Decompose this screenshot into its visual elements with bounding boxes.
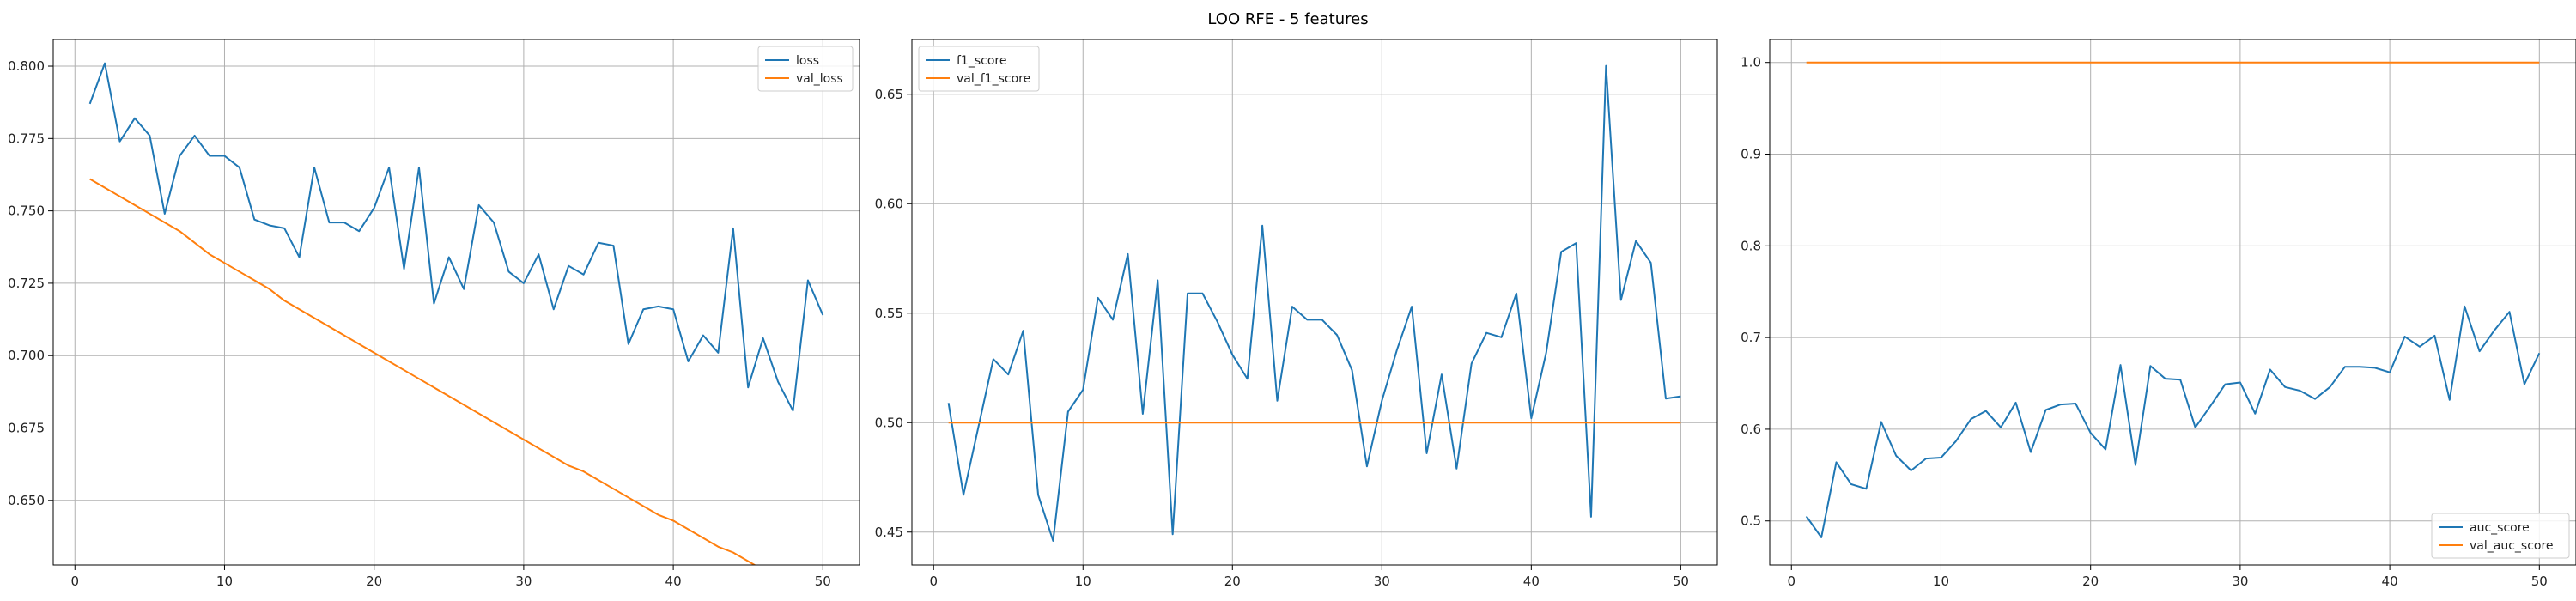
y-tick-label: 0.775 <box>8 131 45 146</box>
subplot-1: 0 10 20 30 40 50 0.650 0.675 0.700 0.725 0.750 0.77… <box>8 39 860 589</box>
x-tick-label: 20 <box>2082 574 2099 589</box>
series-line-loss <box>88 62 824 412</box>
y-tick-label: 0.7 <box>1741 330 1761 345</box>
x-tick-label: 30 <box>515 574 532 589</box>
x-tick-label: 40 <box>665 574 682 589</box>
legend: f1_score val_f1_score <box>918 46 1040 92</box>
y-tick-label: 0.65 <box>875 87 903 102</box>
x-tick-label: 0 <box>70 574 79 589</box>
x-tick-label: 30 <box>2232 574 2248 589</box>
subplots: 0 10 20 30 40 500.6500.6750.7000.7250.7500.77… <box>8 39 2576 589</box>
y-tick-label: 0.800 <box>8 58 45 74</box>
grid <box>53 39 860 565</box>
y-tick-label: 0.700 <box>8 348 45 363</box>
x-tick-label: 30 <box>1374 574 1390 589</box>
x-tick-label: 50 <box>2531 574 2548 589</box>
y-tick-label: 0.5 <box>1741 513 1761 529</box>
y-tick-label: 0.675 <box>8 421 45 436</box>
x-axis: 0 10 20 30 40 50 <box>70 565 831 589</box>
legend-label-val_f1_score: val_f1_score <box>957 72 1030 86</box>
legend-label-f1_score: f1_score <box>957 54 1006 68</box>
x-tick-label: 50 <box>815 574 831 589</box>
series-line-f1_score <box>947 64 1681 542</box>
subplot-2: 0 10 20 30 40 50 0.45 0.50 0.55 0.60 0.65 f1_scorev… <box>875 39 1718 589</box>
y-tick-label: 0.8 <box>1741 238 1761 253</box>
y-axis: 0.5 0.6 0.7 0.8 0.9 1.0 <box>1741 55 1770 529</box>
y-tick-label: 0.55 <box>875 306 903 321</box>
subplot-3: 0 10 20 30 40 50 0.5 0.6 0.7 0.8 0.9 1.0 auc_scoreva… <box>1741 39 2576 589</box>
legend-box <box>757 46 854 92</box>
y-tick-label: 0.725 <box>8 276 45 291</box>
y-tick-label: 0.50 <box>875 415 903 430</box>
x-tick-label: 40 <box>1523 574 1540 589</box>
y-tick-label: 0.6 <box>1741 422 1761 437</box>
x-tick-label: 20 <box>366 574 382 589</box>
y-axis: 0.45 0.50 0.55 0.60 0.65 <box>875 87 912 540</box>
y-tick-label: 1.0 <box>1741 55 1761 70</box>
legend-label-loss: loss <box>796 54 819 68</box>
figure-title: LOO RFE - 5 features <box>1207 10 1368 28</box>
x-tick-label: 20 <box>1224 574 1241 589</box>
axes-frame <box>52 39 860 566</box>
grid <box>912 39 1717 565</box>
legend: auc_score val_auc_score <box>2431 513 2570 559</box>
x-tick-label: 10 <box>1075 574 1091 589</box>
series-group <box>1805 61 2541 538</box>
y-axis: 0.650 0.675 0.700 0.725 0.750 0.775 0.800 <box>8 58 53 508</box>
x-tick-label: 10 <box>216 574 233 589</box>
x-axis: 0 10 20 30 40 50 <box>929 565 1689 589</box>
y-tick-label: 0.650 <box>8 493 45 508</box>
legend-label-auc_score: auc_score <box>2470 521 2530 535</box>
series-group <box>88 62 824 565</box>
y-tick-label: 0.9 <box>1741 147 1761 162</box>
x-tick-label: 0 <box>929 574 938 589</box>
y-tick-label: 0.750 <box>8 203 45 219</box>
y-tick-label: 0.60 <box>875 196 903 211</box>
legend-box <box>2431 513 2570 559</box>
series-group <box>947 64 1681 542</box>
y-tick-label: 0.45 <box>875 525 903 540</box>
x-tick-label: 50 <box>1673 574 1689 589</box>
x-tick-label: 40 <box>2382 574 2398 589</box>
grid <box>1770 39 2576 565</box>
legend: loss val_loss <box>757 46 854 92</box>
legend-label-val_auc_score: val_auc_score <box>2470 539 2554 553</box>
legend-box <box>918 46 1040 92</box>
series-line-val_loss <box>89 178 756 565</box>
legend-label-val_loss: val_loss <box>796 72 843 86</box>
x-tick-label: 0 <box>1787 574 1795 589</box>
series-line-auc_score <box>1805 305 2541 538</box>
x-tick-label: 10 <box>1933 574 1949 589</box>
axes-frame <box>911 39 1718 566</box>
axes-frame <box>1769 39 2576 566</box>
x-axis: 0 10 20 30 40 50 <box>1787 565 2548 589</box>
